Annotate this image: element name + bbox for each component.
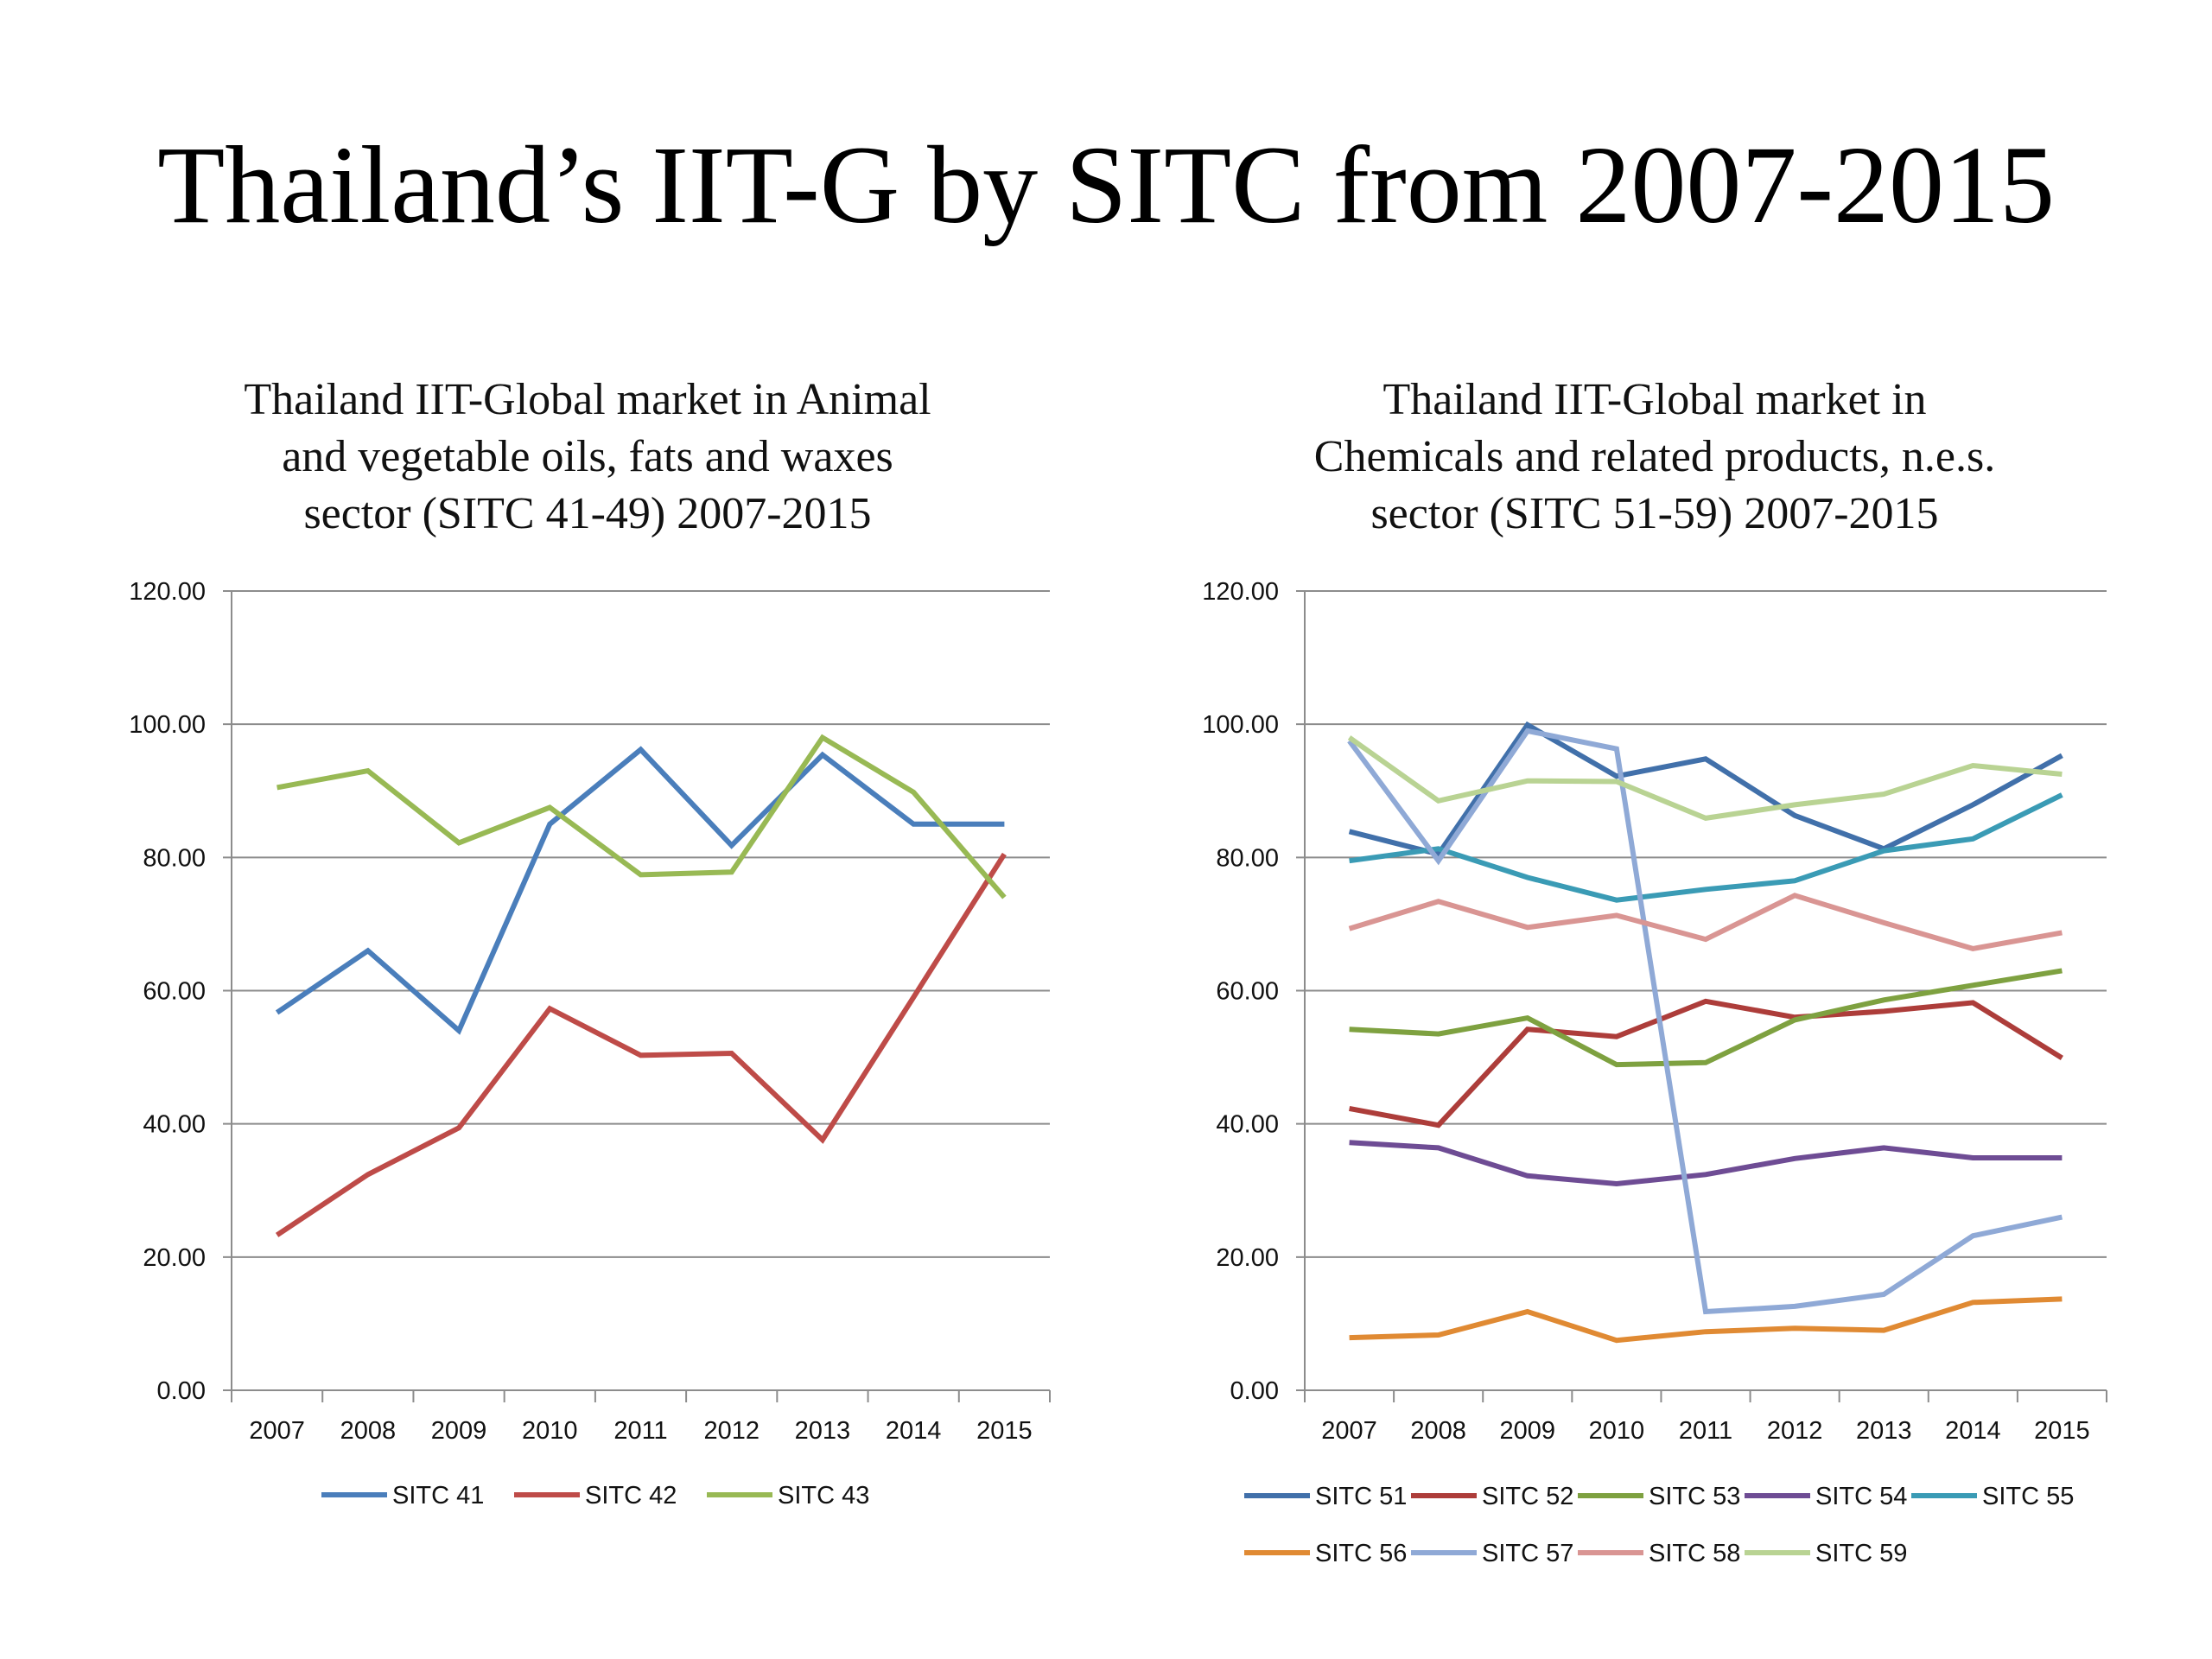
y-tick-label: 40.00 — [143, 1111, 206, 1139]
legend-label: SITC 42 — [585, 1482, 677, 1510]
y-tick-label: 20.00 — [1216, 1244, 1279, 1272]
legend-label: SITC 54 — [1815, 1483, 1907, 1510]
x-tick-label: 2007 — [249, 1417, 305, 1445]
x-tick-label: 2010 — [1589, 1417, 1645, 1445]
y-tick-label: 80.00 — [1216, 844, 1279, 872]
x-tick-label: 2013 — [1856, 1417, 1912, 1445]
series-line-sitc-57 — [1347, 728, 2063, 1315]
legend-label: SITC 55 — [1982, 1483, 2074, 1510]
y-tick-label: 0.00 — [1230, 1377, 1279, 1405]
x-tick-label: 2007 — [1321, 1417, 1377, 1445]
x-tick-label: 2008 — [340, 1417, 397, 1445]
series-line-sitc-58 — [1348, 893, 2063, 951]
x-tick-label: 2009 — [1500, 1417, 1556, 1445]
chart-title-line: Thailand IIT-Global market in Animal — [244, 375, 931, 424]
series-line-sitc-41 — [275, 746, 1005, 1035]
chart-title-chemicals: Thailand IIT-Global market in Chemicals … — [1214, 372, 2095, 543]
chart-title-line: Chemicals and related products, n.e.s. — [1313, 432, 1996, 481]
chart-title-line: sector (SITC 41-49) 2007-2015 — [303, 489, 872, 538]
y-tick-label: 120.00 — [1202, 578, 1279, 606]
x-tick-label: 2014 — [886, 1417, 942, 1445]
series-line-sitc-59 — [1347, 735, 2063, 821]
x-tick-label: 2010 — [522, 1417, 578, 1445]
series-line-sitc-52 — [1349, 998, 2063, 1128]
page-title: Thailand’s IIT-G by SITC from 2007-2015 — [157, 124, 2055, 246]
series-line-sitc-55 — [1349, 792, 2063, 903]
series-line-sitc-53 — [1349, 968, 2063, 1068]
series-line-sitc-51 — [1348, 721, 2063, 857]
y-tick-label: 20.00 — [143, 1244, 206, 1272]
chart-title-line: sector (SITC 51-59) 2007-2015 — [1370, 489, 1939, 538]
legend-label: SITC 56 — [1315, 1540, 1407, 1567]
legend-label: SITC 43 — [778, 1482, 869, 1510]
legend-label: SITC 51 — [1315, 1483, 1407, 1510]
x-tick-label: 2009 — [431, 1417, 487, 1445]
legend-label: SITC 57 — [1482, 1540, 1573, 1567]
series-line-sitc-56 — [1349, 1296, 2063, 1344]
y-tick-label: 100.00 — [1202, 711, 1279, 739]
y-tick-label: 120.00 — [129, 578, 206, 606]
y-tick-label: 100.00 — [129, 711, 206, 739]
y-tick-label: 40.00 — [1216, 1111, 1279, 1139]
x-tick-label: 2008 — [1410, 1417, 1466, 1445]
chart-title-line: Thailand IIT-Global market in — [1382, 375, 1927, 424]
y-tick-label: 80.00 — [143, 844, 206, 872]
legend-label: SITC 41 — [392, 1482, 484, 1510]
x-tick-label: 2011 — [1679, 1417, 1732, 1445]
x-tick-label: 2013 — [795, 1417, 851, 1445]
x-tick-label: 2015 — [2034, 1417, 2090, 1445]
series-line-sitc-42 — [275, 852, 1007, 1237]
x-tick-label: 2012 — [1767, 1417, 1823, 1445]
x-tick-label: 2014 — [1945, 1417, 2001, 1445]
chart-title-oils: Thailand IIT-Global market in Animal and… — [147, 372, 1028, 543]
legend-label: SITC 52 — [1482, 1483, 1573, 1510]
legend-label: SITC 59 — [1815, 1540, 1907, 1567]
x-tick-label: 2011 — [613, 1417, 667, 1445]
y-tick-label: 60.00 — [1216, 978, 1279, 1006]
series-line-sitc-43 — [276, 734, 1007, 899]
legend-label: SITC 58 — [1649, 1540, 1740, 1567]
y-tick-label: 60.00 — [143, 978, 206, 1006]
legend-label: SITC 53 — [1649, 1483, 1740, 1510]
y-tick-label: 0.00 — [157, 1377, 206, 1405]
x-tick-label: 2012 — [703, 1417, 760, 1445]
x-tick-label: 2015 — [976, 1417, 1033, 1445]
chart-title-line: and vegetable oils, fats and waxes — [282, 432, 893, 481]
series-line-sitc-54 — [1349, 1140, 2063, 1187]
